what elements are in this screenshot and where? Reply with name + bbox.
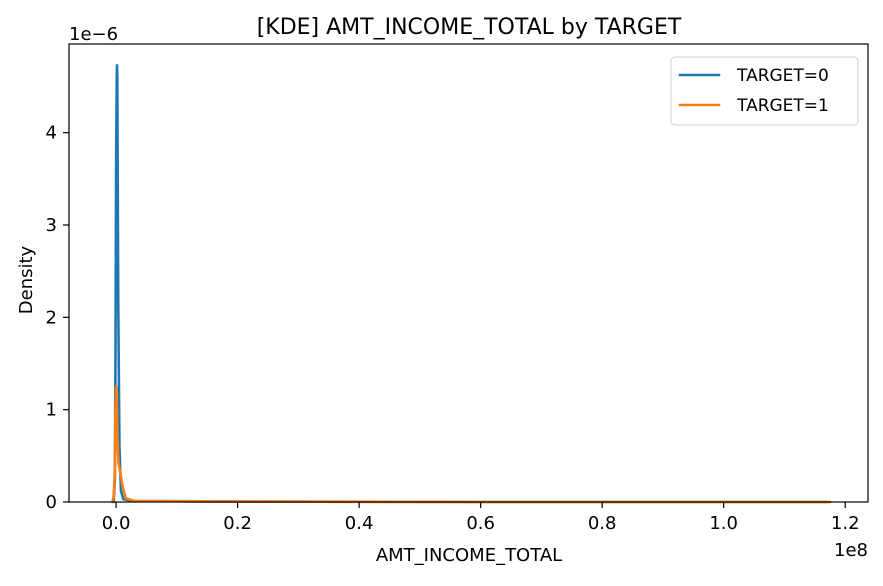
chart-title: [KDE] AMT_INCOME_TOTAL by TARGET xyxy=(257,15,682,40)
legend: TARGET=0 TARGET=1 xyxy=(670,56,859,126)
y-axis-label: Density xyxy=(16,245,37,314)
x-tick-label: 0.4 xyxy=(345,513,374,534)
x-tick-label: 0.0 xyxy=(102,513,131,534)
legend-label-target-1: TARGET=1 xyxy=(736,96,829,116)
y-tick-label: 4 xyxy=(46,123,57,144)
plot-layer: 0.0 0.2 0.4 0.6 0.8 1.0 1.2 0 1 2 3 4 xyxy=(46,43,869,534)
y-tick-label: 1 xyxy=(46,400,57,421)
x-tick-label: 0.6 xyxy=(466,513,495,534)
x-tick-label: 0.8 xyxy=(588,513,617,534)
x-tick-label: 1.2 xyxy=(831,513,860,534)
x-offset-label: 1e8 xyxy=(834,540,868,561)
series-line-target-0 xyxy=(112,63,829,504)
series-line-target-1 xyxy=(111,385,832,504)
legend-label-target-0: TARGET=0 xyxy=(736,66,829,86)
y-tick-label: 2 xyxy=(46,307,57,328)
x-axis-label: AMT_INCOME_TOTAL xyxy=(376,545,562,566)
y-tick-label: 0 xyxy=(46,492,57,513)
plot-frame xyxy=(68,43,869,503)
y-tick-label: 3 xyxy=(46,215,57,236)
x-tick-label: 0.2 xyxy=(223,513,252,534)
x-tick-label: 1.0 xyxy=(709,513,738,534)
y-offset-label: 1e−6 xyxy=(69,24,118,45)
